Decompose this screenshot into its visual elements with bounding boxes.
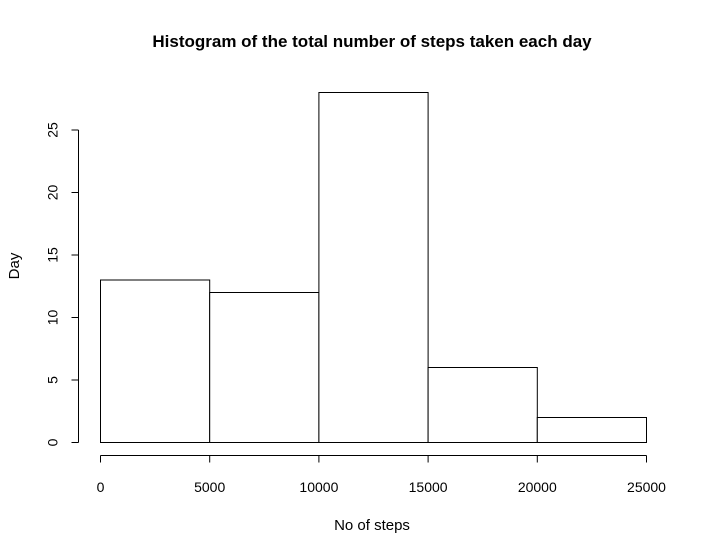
x-tick-label-4: 20000 — [518, 479, 557, 495]
y-tick-label-1: 5 — [45, 376, 61, 384]
y-tick-label-3: 15 — [45, 247, 61, 263]
x-axis: 0 5000 10000 15000 20000 25000 — [97, 455, 666, 495]
y-tick-label-5: 25 — [45, 122, 61, 138]
x-tick-label-3: 15000 — [409, 479, 448, 495]
x-tick-label-5: 25000 — [627, 479, 666, 495]
y-axis: 0 5 10 15 20 25 — [45, 122, 79, 446]
histogram-bar-3 — [427, 367, 538, 443]
histogram-bar-4 — [536, 417, 647, 443]
bars-group — [100, 92, 647, 443]
x-tick-label-0: 0 — [97, 479, 105, 495]
y-axis-label: Day — [6, 252, 23, 279]
x-tick-label-2: 10000 — [299, 479, 338, 495]
x-tick-label-1: 5000 — [194, 479, 225, 495]
y-tick-label-2: 10 — [45, 310, 61, 326]
histogram-bar-1 — [209, 292, 320, 443]
histogram-bar-0 — [100, 279, 211, 443]
y-tick-label-0: 0 — [45, 438, 61, 446]
y-tick-label-4: 20 — [45, 185, 61, 201]
histogram-bar-2 — [318, 92, 429, 443]
chart-title: Histogram of the total number of steps t… — [152, 32, 592, 51]
x-axis-label: No of steps — [334, 517, 410, 534]
